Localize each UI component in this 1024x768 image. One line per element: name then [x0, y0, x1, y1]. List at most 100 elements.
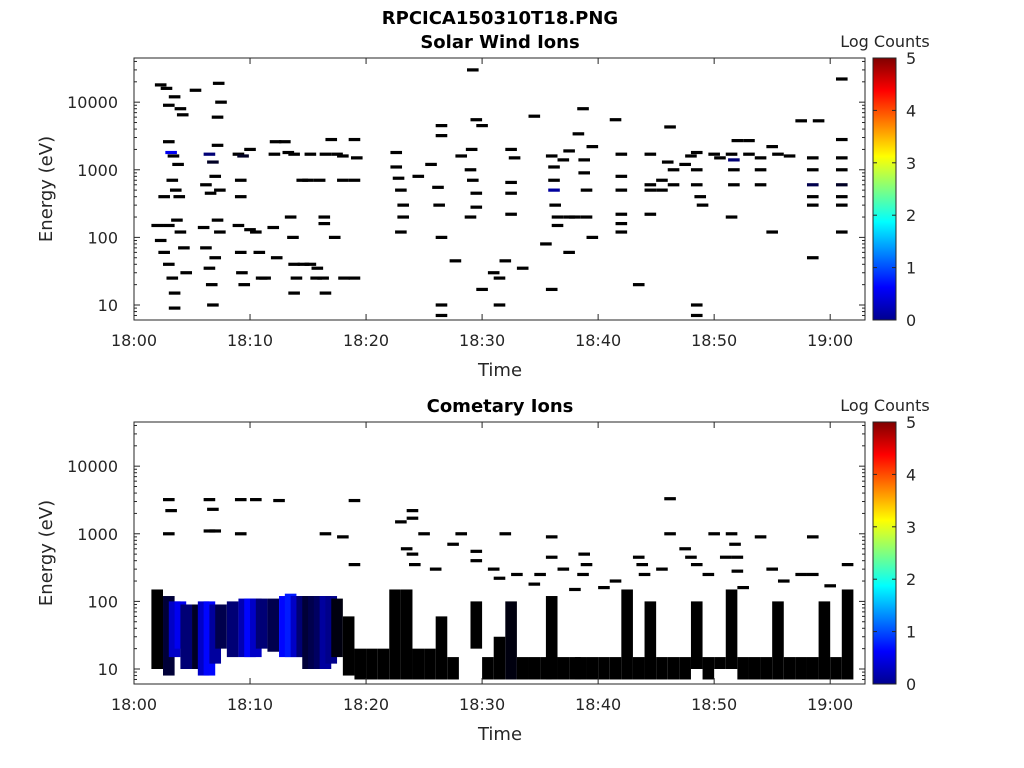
count-cell: [505, 180, 517, 185]
count-band: [447, 657, 459, 680]
count-cell: [644, 152, 657, 156]
count-band: [435, 616, 448, 680]
count-cell: [311, 266, 324, 270]
colorbar-tick-label: 1: [906, 623, 916, 642]
count-cell: [390, 165, 403, 169]
x-tick-label: 18:20: [343, 331, 389, 350]
count-cell: [200, 246, 212, 250]
colorbar-tick-label: 3: [906, 154, 916, 173]
count-cell: [348, 498, 361, 503]
count-cell: [350, 156, 363, 160]
count-cell: [151, 223, 163, 228]
count-cell: [557, 567, 570, 571]
count-band: [424, 648, 436, 680]
count-cell: [685, 555, 697, 559]
count-band: [574, 657, 587, 680]
count-cell: [824, 584, 836, 588]
count-band: [621, 589, 633, 680]
count-cell: [447, 542, 459, 546]
count-cell: [174, 230, 187, 234]
count-cell: [212, 81, 225, 85]
count-cell: [598, 585, 610, 590]
x-tick-label: 18:10: [227, 331, 273, 350]
count-cell: [528, 582, 541, 586]
cometary-x-ticks: 18:00 18:10 18:20 18:30 18:40 18:50 19:00: [111, 422, 853, 714]
count-cell: [296, 178, 309, 182]
count-cell: [644, 188, 657, 192]
count-cell: [406, 516, 419, 520]
count-cell: [288, 291, 300, 295]
count-cell: [302, 178, 314, 182]
count-cell: [211, 143, 224, 147]
cometary-panel: Cometary Ions 18:00 18:10 18:20 18:30 18:40 1…: [36, 396, 930, 745]
count-cell: [158, 250, 170, 254]
count-cell: [586, 235, 599, 239]
count-cell: [795, 572, 807, 577]
colorbar-tick-label: 4: [906, 101, 916, 120]
count-band: [296, 596, 309, 658]
count-cell: [279, 140, 291, 144]
count-cell: [297, 262, 310, 266]
count-cell: [178, 246, 190, 250]
count-cell: [236, 271, 248, 275]
count-cell: [580, 563, 593, 567]
count-cell: [464, 168, 477, 172]
colorbar-tick-label: 2: [906, 570, 916, 589]
count-cell: [696, 203, 709, 207]
count-cell: [168, 306, 181, 310]
y-tick-label: 1000: [77, 161, 118, 180]
count-cell: [467, 178, 479, 182]
colorbar-tick-label: 2: [906, 206, 916, 225]
count-cell: [406, 509, 419, 513]
count-cell: [644, 212, 657, 216]
count-cell: [168, 95, 181, 99]
count-cell: [754, 168, 767, 172]
count-cell: [548, 165, 560, 169]
count-cell: [310, 276, 322, 280]
count-cell: [163, 532, 175, 536]
count-cell: [508, 156, 521, 160]
count-cell: [545, 535, 558, 539]
count-cell: [331, 152, 343, 156]
count-cell: [664, 497, 676, 501]
count-cell: [250, 498, 262, 502]
solar-wind-x-label: Time: [477, 360, 522, 381]
cometary-x-label: Time: [477, 724, 522, 745]
count-cell: [189, 88, 202, 92]
count-cell: [215, 100, 227, 104]
count-cell: [578, 171, 590, 175]
y-tick-label: 1000: [77, 525, 118, 544]
count-cell: [203, 266, 216, 270]
count-cell: [812, 119, 825, 123]
count-cell: [615, 212, 628, 216]
count-cell: [580, 188, 593, 192]
count-band: [609, 657, 622, 680]
count-cell: [806, 572, 819, 577]
count-cell: [534, 572, 546, 577]
count-cell: [163, 140, 175, 144]
count-cell: [505, 191, 517, 195]
count-band: [545, 596, 558, 680]
colorbar-tick-label: 1: [906, 259, 916, 278]
count-cell: [766, 567, 778, 571]
count-cell: [232, 223, 245, 228]
count-cell: [661, 160, 674, 164]
count-cell: [772, 152, 784, 156]
count-cell: [725, 215, 738, 219]
count-cell: [433, 203, 445, 207]
count-cell: [234, 532, 247, 536]
count-cell: [690, 303, 703, 307]
count-cell: [493, 303, 506, 307]
count-cell: [203, 498, 216, 502]
count-cell: [429, 567, 442, 571]
count-cell: [638, 572, 651, 577]
count-cell: [806, 168, 819, 172]
count-cell: [835, 137, 848, 142]
count-cell: [209, 174, 222, 178]
count-cell: [545, 287, 558, 292]
count-cell: [577, 572, 589, 577]
count-band: [830, 657, 842, 680]
count-band: [308, 596, 320, 669]
count-cell: [253, 250, 266, 254]
count-cell: [577, 107, 589, 111]
